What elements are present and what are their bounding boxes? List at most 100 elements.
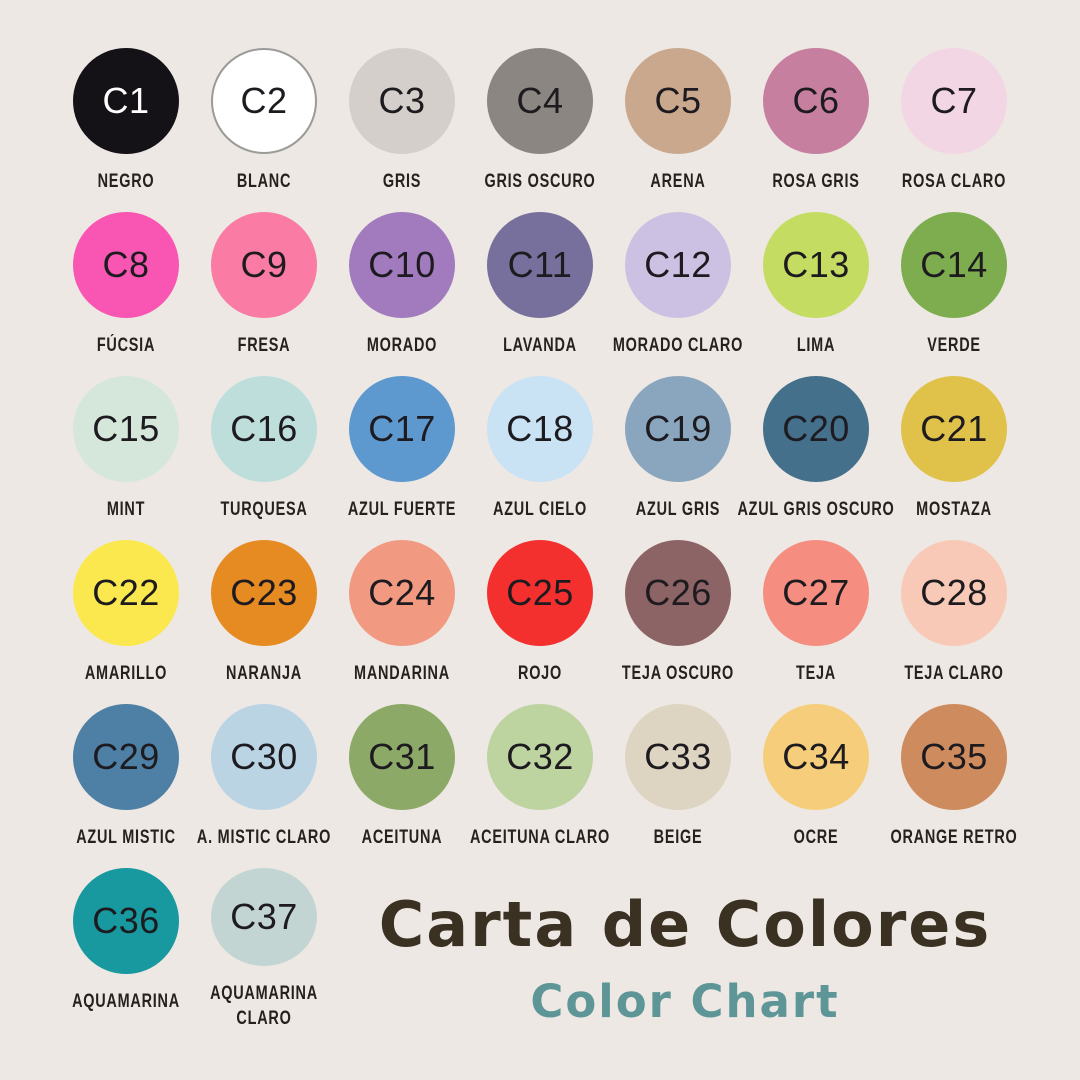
swatch-name: GRIS OSCURO [484, 171, 596, 192]
swatch-code: C17 [368, 408, 436, 449]
swatch-name: LIMA [796, 335, 836, 356]
swatch-C1: C1 NEGRO [57, 48, 195, 212]
swatch-circle-C18: C18 [487, 376, 593, 482]
swatch-code: C4 [516, 80, 564, 121]
swatch-circle-C26: C26 [625, 540, 731, 646]
swatch-name: MANDARINA [354, 663, 450, 684]
swatch-C35: C35 ORANGE RETRO [885, 704, 1023, 868]
swatch-circle-C29: C29 [73, 704, 179, 810]
swatch-circle-C1: C1 [73, 48, 179, 154]
swatch-code: C25 [506, 572, 574, 613]
swatch-code: C34 [782, 736, 850, 777]
swatch-C3: C3 GRIS [333, 48, 471, 212]
title-block: Carta de Colores Color Chart [335, 888, 1035, 1028]
swatch-C16: C16 TURQUESA [195, 376, 333, 540]
swatch-name: ORANGE RETRO [890, 827, 1018, 848]
swatch-code: C5 [654, 80, 702, 121]
swatch-circle-C15: C15 [73, 376, 179, 482]
swatch-C25: C25 ROJO [471, 540, 609, 704]
swatch-name: AQUAMARINA CLARO [210, 982, 318, 1030]
swatch-name: ACEITUNA CLARO [469, 827, 611, 848]
swatch-C29: C29 AZUL MISTIC [57, 704, 195, 868]
swatch-code: C9 [240, 244, 288, 285]
swatch-C8: C8 FÚCSIA [57, 212, 195, 376]
swatch-name: ROSA CLARO [901, 171, 1007, 192]
swatch-code: C23 [230, 572, 298, 613]
swatch-code: C29 [92, 736, 160, 777]
swatch-name: TURQUESA [220, 499, 308, 520]
swatch-circle-C5: C5 [625, 48, 731, 154]
swatch-circle-C28: C28 [901, 540, 1007, 646]
swatch-circle-C35: C35 [901, 704, 1007, 810]
swatch-name: AMARILLO [84, 663, 168, 684]
swatch-name: TEJA OSCURO [621, 663, 735, 684]
swatch-code: C10 [368, 244, 436, 285]
swatch-name: GRIS [382, 171, 422, 192]
swatch-C9: C9 FRESA [195, 212, 333, 376]
swatch-code: C12 [644, 244, 712, 285]
swatch-name: AZUL FUERTE [347, 499, 457, 520]
swatch-name: AQUAMARINA [72, 991, 180, 1012]
swatch-circle-C32: C32 [487, 704, 593, 810]
swatch-circle-C30: C30 [211, 704, 317, 810]
swatch-circle-C19: C19 [625, 376, 731, 482]
swatch-name: A. MISTIC CLARO [196, 827, 332, 848]
swatch-circle-C12: C12 [625, 212, 731, 318]
swatch-name: ROSA GRIS [772, 171, 860, 192]
swatch-name: NARANJA [226, 663, 302, 684]
swatch-circle-C20: C20 [763, 376, 869, 482]
swatch-C22: C22 AMARILLO [57, 540, 195, 704]
swatch-code: C37 [230, 895, 298, 937]
swatch-code: C32 [506, 736, 574, 777]
swatch-C5: C5 ARENA [609, 48, 747, 212]
swatch-name: FÚCSIA [96, 335, 156, 356]
swatch-circle-C37: C37 [211, 868, 317, 966]
swatch-C11: C11 LAVANDA [471, 212, 609, 376]
swatch-name: BLANC [236, 171, 292, 192]
swatch-C28: C28 TEJA CLARO [885, 540, 1023, 704]
swatch-name: LAVANDA [503, 335, 577, 356]
page-title: Carta de Colores [378, 888, 992, 961]
swatch-C20: C20 AZUL GRIS OSCURO [737, 376, 894, 540]
swatch-C36: C36 AQUAMARINA [57, 868, 195, 1032]
swatch-circle-C8: C8 [73, 212, 179, 318]
swatch-C13: C13 LIMA [747, 212, 885, 376]
swatch-C37: C37 AQUAMARINA CLARO [195, 868, 333, 1032]
swatch-circle-C10: C10 [349, 212, 455, 318]
swatch-grid: C1 NEGRO C2 BLANC C3 GRIS C4 GRIS OSCURO C5 ARENA… [57, 48, 1023, 1032]
swatch-name: BEIGE [653, 827, 703, 848]
swatch-circle-C4: C4 [487, 48, 593, 154]
swatch-circle-C11: C11 [487, 212, 593, 318]
swatch-C17: C17 AZUL FUERTE [333, 376, 471, 540]
swatch-C12: C12 MORADO CLARO [609, 212, 747, 376]
swatch-code: C6 [792, 80, 840, 121]
swatch-name: OCRE [793, 827, 839, 848]
swatch-code: C27 [782, 572, 850, 613]
swatch-name: ROJO [518, 663, 562, 684]
swatch-C10: C10 MORADO [333, 212, 471, 376]
swatch-circle-C2: C2 [211, 48, 317, 154]
swatch-circle-C14: C14 [901, 212, 1007, 318]
swatch-C18: C18 AZUL CIELO [471, 376, 609, 540]
swatch-code: C31 [368, 736, 436, 777]
swatch-circle-C27: C27 [763, 540, 869, 646]
swatch-circle-C3: C3 [349, 48, 455, 154]
swatch-name: AZUL MISTIC [76, 827, 176, 848]
swatch-name: AZUL GRIS [635, 499, 721, 520]
swatch-circle-C7: C7 [901, 48, 1007, 154]
swatch-C2: C2 BLANC [195, 48, 333, 212]
swatch-code: C7 [930, 80, 978, 121]
swatch-C23: C23 NARANJA [195, 540, 333, 704]
swatch-circle-C9: C9 [211, 212, 317, 318]
swatch-name: AZUL GRIS OSCURO [737, 499, 895, 520]
swatch-code: C24 [368, 572, 436, 613]
swatch-name: FRESA [237, 335, 291, 356]
swatch-circle-C33: C33 [625, 704, 731, 810]
swatch-C21: C21 MOSTAZA [885, 376, 1023, 540]
swatch-circle-C31: C31 [349, 704, 455, 810]
swatch-C32: C32 ACEITUNA CLARO [470, 704, 609, 868]
swatch-C15: C15 MINT [57, 376, 195, 540]
swatch-circle-C25: C25 [487, 540, 593, 646]
swatch-C33: C33 BEIGE [609, 704, 747, 868]
